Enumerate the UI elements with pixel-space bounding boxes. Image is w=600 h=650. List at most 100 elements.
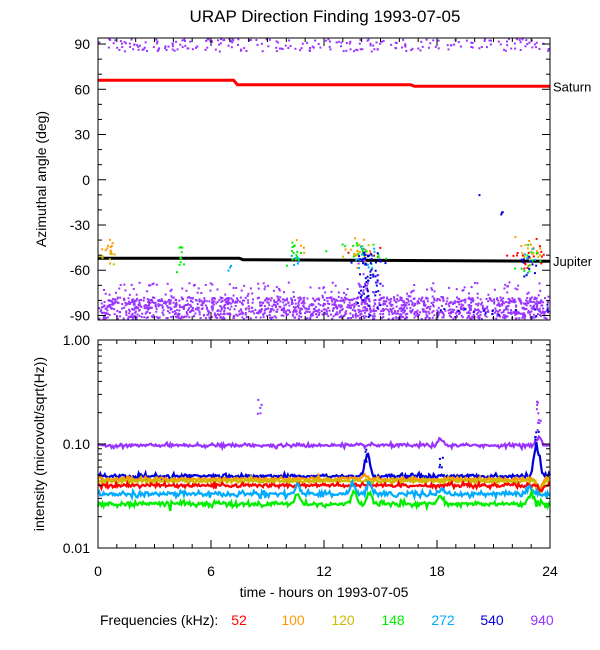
scatter-point-940	[273, 301, 276, 304]
scatter-point-940	[305, 310, 308, 313]
scatter-point-52	[532, 255, 535, 258]
scatter-point-940	[192, 309, 195, 312]
scatter-point-940	[543, 312, 546, 315]
scatter-point-940	[369, 44, 372, 47]
scatter-point-940	[468, 296, 471, 299]
scatter-point-148	[291, 246, 294, 249]
scatter-point-940	[322, 304, 325, 307]
scatter-point-940	[137, 48, 140, 51]
scatter-point-940	[497, 302, 500, 305]
scatter-point-272	[355, 259, 358, 262]
intensity-spike-940	[259, 406, 262, 409]
scatter-point-940	[332, 315, 335, 318]
scatter-point-940	[340, 297, 343, 300]
scatter-point-940	[450, 316, 453, 319]
scatter-point-940	[447, 309, 450, 312]
scatter-point-940	[151, 299, 154, 302]
scatter-point-940	[294, 306, 297, 309]
scatter-point-940	[357, 296, 360, 299]
scatter-point-272	[293, 263, 296, 266]
scatter-point-100	[362, 238, 365, 241]
scatter-point-940	[304, 312, 307, 315]
scatter-point-940	[405, 304, 408, 307]
scatter-point-940	[197, 309, 200, 312]
scatter-point-540	[362, 262, 365, 265]
scatter-point-120	[526, 247, 529, 250]
scatter-point-940	[512, 310, 515, 313]
scatter-point-940	[114, 291, 117, 294]
scatter-point-940	[481, 304, 484, 307]
scatter-point-940	[426, 315, 429, 318]
scatter-point-940	[308, 305, 311, 308]
scatter-point-940	[478, 309, 481, 312]
intensity-spike-540	[537, 430, 540, 433]
scatter-point-940	[518, 298, 521, 301]
scatter-point-940	[227, 302, 230, 305]
scatter-point-940	[521, 38, 524, 41]
scatter-point-940	[462, 307, 465, 310]
scatter-point-940	[349, 40, 352, 43]
scatter-point-940	[116, 309, 119, 312]
scatter-point-940	[227, 44, 230, 47]
saturn-annotation: Saturn	[553, 79, 591, 94]
scatter-point-940	[164, 45, 167, 48]
scatter-point-940	[219, 310, 222, 313]
scatter-point-940	[336, 311, 339, 314]
scatter-point-940	[324, 39, 327, 42]
scatter-point-940	[143, 316, 146, 319]
scatter-point-940	[387, 310, 390, 313]
scatter-point-940	[108, 293, 111, 296]
scatter-point-940	[360, 310, 363, 313]
scatter-point-940	[349, 306, 352, 309]
scatter-point-940	[411, 301, 414, 304]
scatter-point-100	[109, 249, 112, 252]
scatter-point-540	[500, 211, 503, 214]
scatter-point-940	[242, 317, 245, 320]
scatter-point-540	[534, 308, 537, 311]
scatter-point-272	[357, 258, 360, 261]
scatter-point-940	[167, 306, 170, 309]
scatter-point-940	[279, 300, 282, 303]
scatter-point-940	[388, 313, 391, 316]
scatter-point-540	[359, 296, 362, 299]
scatter-point-940	[164, 302, 167, 305]
scatter-point-940	[297, 317, 300, 320]
scatter-point-940	[247, 307, 250, 310]
scatter-point-148	[291, 250, 294, 253]
scatter-point-52	[526, 266, 529, 269]
scatter-point-940	[214, 48, 217, 51]
scatter-point-148	[526, 254, 529, 257]
scatter-point-940	[403, 317, 406, 320]
scatter-point-940	[357, 308, 360, 311]
intensity-spike-540	[365, 460, 368, 463]
scatter-point-100	[110, 251, 113, 254]
scatter-point-940	[399, 296, 402, 299]
scatter-point-940	[364, 307, 367, 310]
scatter-point-940	[473, 281, 476, 284]
intensity-line-120	[97, 473, 551, 495]
scatter-point-940	[319, 46, 322, 49]
scatter-point-940	[523, 308, 526, 311]
scatter-point-940	[533, 43, 536, 46]
scatter-point-940	[409, 311, 412, 314]
scatter-point-940	[426, 305, 429, 308]
scatter-point-940	[354, 313, 357, 316]
scatter-point-940	[219, 305, 222, 308]
scatter-point-940	[353, 50, 356, 53]
scatter-point-940	[479, 303, 482, 306]
scatter-point-940	[410, 299, 413, 302]
scatter-point-940	[504, 49, 507, 52]
scatter-point-120	[112, 263, 115, 266]
scatter-point-940	[413, 311, 416, 314]
scatter-point-100	[529, 243, 532, 246]
scatter-point-940	[101, 312, 104, 315]
scatter-point-940	[311, 313, 314, 316]
scatter-point-940	[361, 48, 364, 51]
series-540-scatter	[350, 194, 550, 319]
scatter-point-540	[374, 275, 377, 278]
scatter-point-940	[106, 312, 109, 315]
scatter-point-52	[542, 253, 545, 256]
scatter-point-940	[154, 304, 157, 307]
scatter-point-540	[529, 260, 532, 263]
scatter-point-940	[256, 43, 259, 46]
